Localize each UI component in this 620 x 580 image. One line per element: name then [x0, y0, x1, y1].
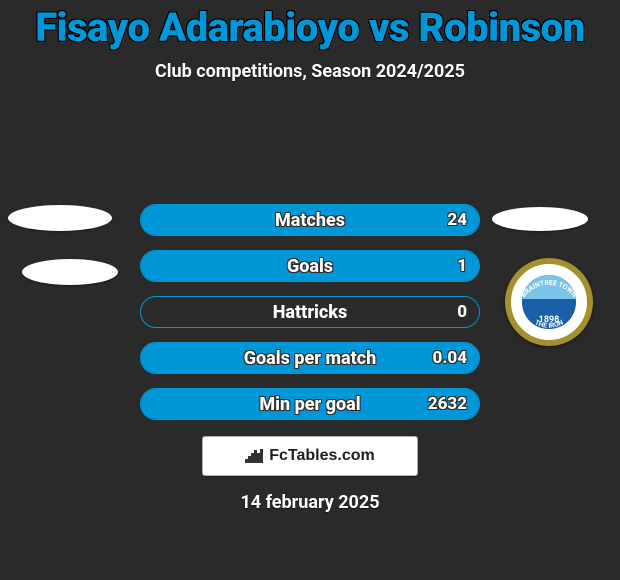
logo-text: FcTables.com: [269, 447, 375, 465]
stat-bars: Matches24 Goals1 Hattricks0 Goals per match…: [140, 204, 480, 434]
club-crest-right: 1898 BRAINTREE TOWN THE IRON: [505, 258, 593, 346]
stat-label: Matches: [141, 205, 479, 235]
fctables-logo: FcTables.com: [202, 436, 418, 476]
stat-label: Goals: [141, 251, 479, 281]
stat-value-right: 2632: [428, 389, 467, 419]
stat-value-right: 0: [457, 297, 467, 327]
svg-text:BRAINTREE TOWN: BRAINTREE TOWN: [520, 279, 579, 299]
left-placeholder-1: [22, 259, 118, 285]
stat-label: Hattricks: [141, 297, 479, 327]
page-title: Fisayo Adarabioyo vs Robinson: [0, 0, 620, 51]
stat-row: Goals1: [140, 250, 480, 282]
stat-row: Matches24: [140, 204, 480, 236]
stat-row: Min per goal2632: [140, 388, 480, 420]
date-label: 14 february 2025: [0, 492, 620, 513]
left-placeholder-0: [8, 205, 112, 231]
stat-value-right: 0.04: [433, 343, 467, 373]
crest-text-arc: BRAINTREE TOWN THE IRON: [511, 264, 587, 340]
stat-value-right: 1: [457, 251, 467, 281]
stat-row: Goals per match0.04: [140, 342, 480, 374]
stat-value-right: 24: [447, 205, 467, 235]
bar-chart-icon: [245, 449, 263, 463]
stat-row: Hattricks0: [140, 296, 480, 328]
right-placeholder: [492, 207, 588, 231]
svg-text:THE IRON: THE IRON: [533, 318, 564, 329]
subtitle: Club competitions, Season 2024/2025: [0, 61, 620, 82]
stat-label: Goals per match: [141, 343, 479, 373]
